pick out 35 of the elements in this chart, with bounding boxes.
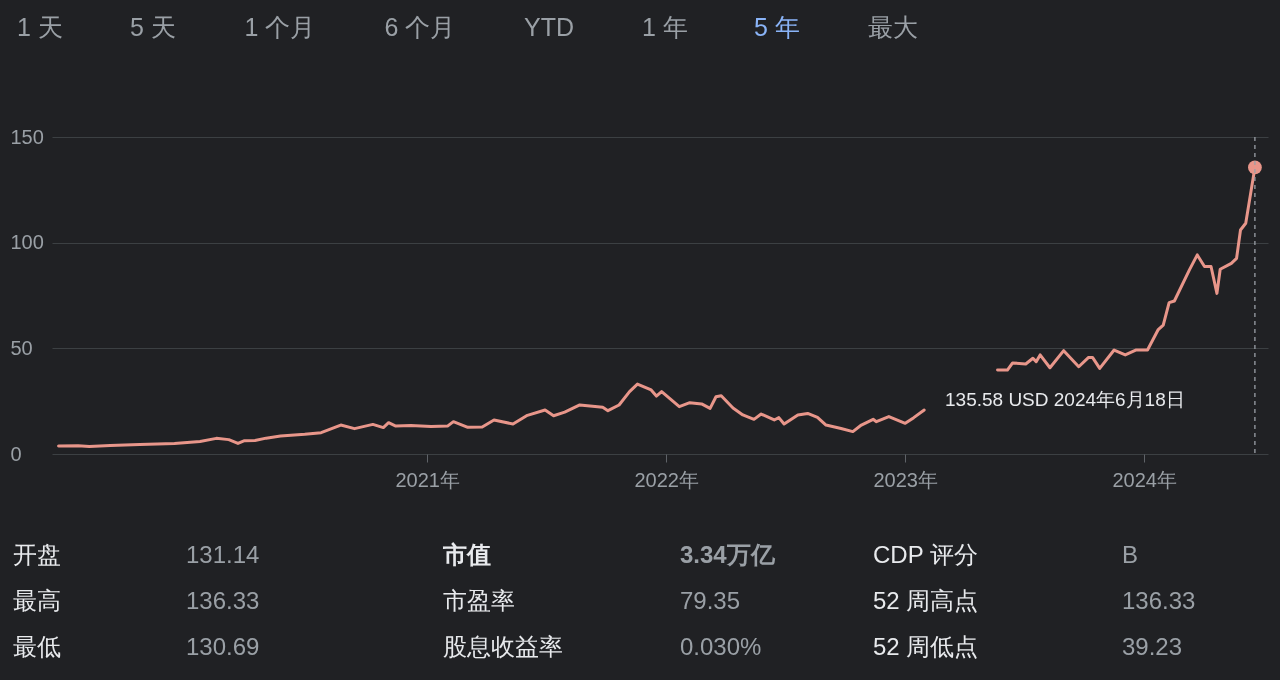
annotation: 135.58 USD 2024年6月18日 <box>945 389 1185 410</box>
text: 股息收益率 <box>443 633 563 660</box>
text: 130.69 <box>186 633 260 660</box>
text: 1 年 <box>642 13 688 41</box>
x-tick-label: 2021年 <box>395 468 460 491</box>
text: 3.34万亿 <box>680 541 776 568</box>
text: 52 周低点 <box>873 633 979 660</box>
text: 开盘 <box>13 541 61 568</box>
text: 市值 <box>442 541 491 568</box>
text: 79.35 <box>680 587 741 614</box>
text: 0.030% <box>680 633 762 660</box>
x-tick-label: 2022年 <box>634 468 699 491</box>
text: 131.14 <box>186 541 260 568</box>
y-tick-label: 50 <box>10 336 33 359</box>
y-tick-label: 150 <box>10 125 44 148</box>
text: 市盈率 <box>443 587 515 614</box>
text: 136.33 <box>186 587 260 614</box>
text: 6 个月 <box>384 13 456 41</box>
text: YTD <box>524 13 574 41</box>
text: 136.33 <box>1122 587 1196 614</box>
text: 最高 <box>13 587 61 614</box>
text: 最低 <box>13 633 61 660</box>
x-tick-label: 2024年 <box>1112 468 1177 491</box>
text: 39.23 <box>1122 633 1183 660</box>
text: 最大 <box>868 13 918 41</box>
text: CDP 评分 <box>873 541 978 568</box>
y-tick-label: 0 <box>10 442 22 465</box>
text: 5 年 <box>754 13 800 41</box>
y-tick-label: 100 <box>10 231 44 254</box>
text: 1 天 <box>17 13 63 41</box>
x-tick-label: 2023年 <box>873 468 938 491</box>
text: 52 周高点 <box>873 587 979 614</box>
text: 5 天 <box>130 13 176 41</box>
text: 1 个月 <box>244 13 316 41</box>
text: B <box>1122 541 1139 568</box>
